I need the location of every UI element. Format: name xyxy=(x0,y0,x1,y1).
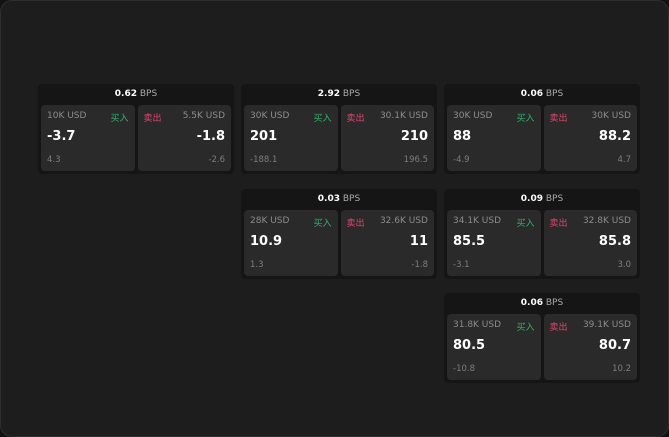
spread-unit: BPS xyxy=(139,89,158,99)
spread-value: 0.06 xyxy=(520,89,543,99)
bid-price: 88 xyxy=(453,129,472,144)
ask-price: 11 xyxy=(409,234,428,249)
bid-change: -3.1 xyxy=(453,260,470,270)
sell-cell[interactable]: 卖出 30K USD 88.2 4.7 xyxy=(543,105,637,171)
buy-cell[interactable]: 10K USD 买入 -3.7 4.3 xyxy=(41,105,135,171)
spread-header: 0.06 BPS xyxy=(444,84,640,105)
ask-change: 4.7 xyxy=(617,155,631,165)
spread-unit: BPS xyxy=(545,194,564,204)
buy-label: 买入 xyxy=(516,323,535,333)
spread-value: 2.92 xyxy=(317,89,340,99)
buy-label: 买入 xyxy=(313,114,332,124)
buy-cell[interactable]: 31.8K USD 买入 80.5 -10.8 xyxy=(447,314,541,380)
spread-header: 0.03 BPS xyxy=(241,189,437,210)
ask-change: 3.0 xyxy=(617,260,631,270)
bid-change: -188.1 xyxy=(250,155,278,165)
buy-cell[interactable]: 34.1K USD 买入 85.5 -3.1 xyxy=(447,210,541,276)
quote-card: 2.92 BPS 30K USD 买入 201 -188.1 卖出 30.1K US… xyxy=(241,84,437,174)
quote-card: 0.06 BPS 30K USD 买入 88 -4.9 卖出 30K USD 88.… xyxy=(444,84,640,174)
sell-label: 卖出 xyxy=(346,114,365,124)
bid-change: -4.9 xyxy=(453,155,470,165)
spread-value: 0.06 xyxy=(520,298,543,308)
ask-price: 88.2 xyxy=(598,129,631,144)
bid-size: 31.8K USD xyxy=(453,320,502,330)
ask-size: 32.8K USD xyxy=(582,216,631,226)
sell-label: 卖出 xyxy=(549,219,568,229)
ask-change: 196.5 xyxy=(403,155,428,165)
spread-unit: BPS xyxy=(342,194,361,204)
bid-price: 10.9 xyxy=(250,234,283,249)
bid-price: 201 xyxy=(250,129,278,144)
ask-price: 85.8 xyxy=(598,234,631,249)
sell-cell[interactable]: 卖出 32.8K USD 85.8 3.0 xyxy=(543,210,637,276)
sell-label: 卖出 xyxy=(346,219,365,229)
sell-label: 卖出 xyxy=(143,114,162,124)
sell-cell[interactable]: 卖出 39.1K USD 80.7 10.2 xyxy=(543,314,637,380)
spread-unit: BPS xyxy=(545,298,564,308)
sell-cell[interactable]: 卖出 5.5K USD -1.8 -2.6 xyxy=(137,105,231,171)
bid-size: 34.1K USD xyxy=(453,216,502,226)
spread-header: 0.09 BPS xyxy=(444,189,640,210)
sell-label: 卖出 xyxy=(549,114,568,124)
sell-cell[interactable]: 卖出 32.6K USD 11 -1.8 xyxy=(340,210,434,276)
ask-size: 32.6K USD xyxy=(379,216,428,226)
bid-size: 28K USD xyxy=(250,216,290,226)
bid-change: -10.8 xyxy=(453,364,475,374)
buy-cell[interactable]: 30K USD 买入 88 -4.9 xyxy=(447,105,541,171)
bid-price: 85.5 xyxy=(453,234,486,249)
bid-price: 80.5 xyxy=(453,338,486,353)
ask-size: 39.1K USD xyxy=(582,320,631,330)
ask-change: -2.6 xyxy=(208,155,225,165)
spread-value: 0.09 xyxy=(520,194,543,204)
bid-size: 30K USD xyxy=(250,111,290,121)
buy-cell[interactable]: 28K USD 买入 10.9 1.3 xyxy=(244,210,338,276)
bid-change: 1.3 xyxy=(250,260,264,270)
buy-label: 买入 xyxy=(516,114,535,124)
quote-card: 0.09 BPS 34.1K USD 买入 85.5 -3.1 卖出 32.8K U… xyxy=(444,189,640,279)
spread-header: 0.62 BPS xyxy=(38,84,234,105)
buy-label: 买入 xyxy=(516,219,535,229)
spread-header: 0.06 BPS xyxy=(444,293,640,314)
bid-size: 10K USD xyxy=(47,111,87,121)
buy-cell[interactable]: 30K USD 买入 201 -188.1 xyxy=(244,105,338,171)
spread-value: 0.62 xyxy=(114,89,137,99)
ask-change: -1.8 xyxy=(411,260,428,270)
quote-card: 0.62 BPS 10K USD 买入 -3.7 4.3 卖出 5.5K USD -… xyxy=(38,84,234,174)
ask-price: -1.8 xyxy=(196,129,225,144)
quote-card: 0.03 BPS 28K USD 买入 10.9 1.3 卖出 32.6K USD … xyxy=(241,189,437,279)
spread-unit: BPS xyxy=(342,89,361,99)
spread-unit: BPS xyxy=(545,89,564,99)
ask-change: 10.2 xyxy=(612,364,631,374)
ask-price: 80.7 xyxy=(598,338,631,353)
ask-price: 210 xyxy=(400,129,428,144)
ask-size: 30K USD xyxy=(591,111,631,121)
buy-label: 买入 xyxy=(313,219,332,229)
spread-value: 0.03 xyxy=(317,194,340,204)
bid-size: 30K USD xyxy=(453,111,493,121)
ask-size: 5.5K USD xyxy=(182,111,225,121)
bid-price: -3.7 xyxy=(47,129,76,144)
ask-size: 30.1K USD xyxy=(379,111,428,121)
buy-label: 买入 xyxy=(110,114,129,124)
quote-card: 0.06 BPS 31.8K USD 买入 80.5 -10.8 卖出 39.1K … xyxy=(444,293,640,383)
sell-cell[interactable]: 卖出 30.1K USD 210 196.5 xyxy=(340,105,434,171)
sell-label: 卖出 xyxy=(549,323,568,333)
bid-change: 4.3 xyxy=(47,155,61,165)
spread-header: 2.92 BPS xyxy=(241,84,437,105)
